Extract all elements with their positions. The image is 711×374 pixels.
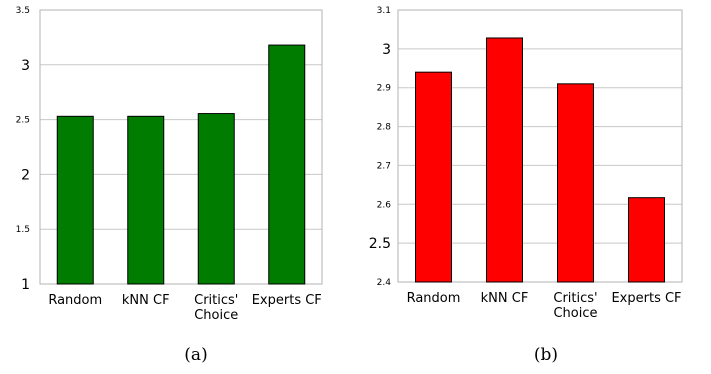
y-tick-label: 2.5 [16,116,30,126]
x-tick-label: Experts CF [252,293,322,308]
x-tick-label: kNN CF [481,291,529,306]
bar [628,197,665,283]
bar [415,71,452,283]
x-tick-label: Critics' [194,293,238,308]
bar [197,113,235,285]
y-tick-label: 1 [21,277,30,293]
y-tick-label: 3.1 [377,6,391,16]
bar [127,115,165,285]
chart-a: 1 1.5 2 2.5 3 3.5 Random kNN CF Critics'Choice Ex… [16,6,323,365]
plot-frame [397,9,683,283]
x-tick-label: Critics' [553,291,597,306]
chart-b: 2.4 2.5 2.6 2.7 2.8 2.9 3 3.1 Random kNN CF Critic… [369,6,683,365]
y-tick-label: 1.5 [16,225,30,235]
bar [56,115,94,285]
y-tick-label: 3.5 [16,6,30,16]
plot-frame [39,9,323,285]
x-tick-label: Choice [553,306,597,321]
bar [557,83,594,283]
y-tick-label: 2.8 [377,123,392,133]
y-tick-label: 3 [21,58,30,74]
y-tick-label: 2.7 [377,161,391,171]
y-tick-label: 3 [382,42,391,58]
panel-label: (b) [534,345,558,365]
y-tick-label: 2 [21,167,30,183]
y-tick-label: 2.9 [377,84,392,94]
x-tick-label: Random [407,291,461,306]
x-tick-label: kNN CF [122,293,170,308]
x-tick-label: Choice [194,308,238,323]
y-tick-label: 2.6 [377,200,392,210]
bar [486,37,523,283]
x-tick-label: Experts CF [611,291,681,306]
bar [268,44,306,285]
panel-label: (a) [184,345,207,365]
y-tick-label: 2.5 [369,236,391,252]
x-tick-label: Random [48,293,102,308]
y-tick-label: 2.4 [377,278,392,288]
